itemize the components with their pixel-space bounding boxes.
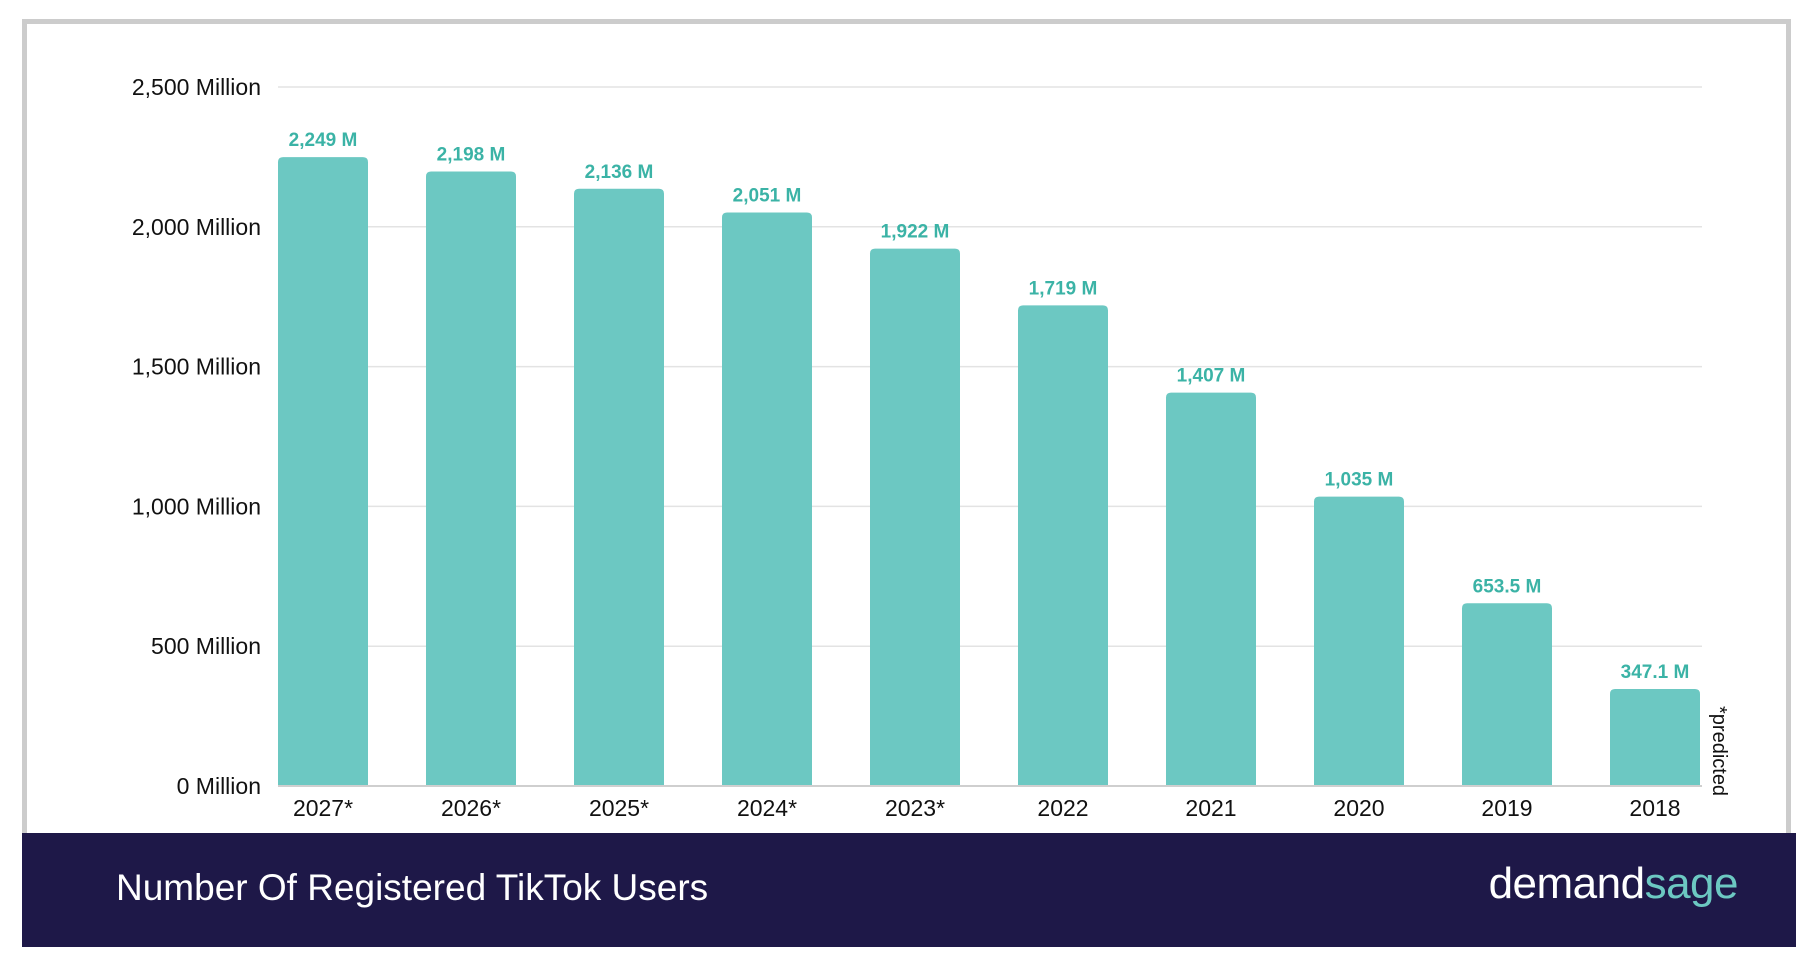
data-label: 2,136 M <box>585 162 654 183</box>
x-tick-label: 2021 <box>1185 795 1236 821</box>
chart-title: Number Of Registered TikTok Users <box>116 867 709 908</box>
predicted-note: *predicted <box>1708 706 1730 796</box>
bar <box>574 188 664 786</box>
x-tick-label: 2023* <box>885 795 945 821</box>
bar <box>426 171 516 786</box>
bar <box>1314 496 1404 786</box>
y-tick-label: 1,000 Million <box>132 493 261 519</box>
y-tick-label: 2,000 Million <box>132 214 261 240</box>
demandsage-logo: demandsage <box>1488 859 1739 908</box>
x-tick-label: 2026* <box>441 795 501 821</box>
data-label: 1,035 M <box>1325 470 1394 491</box>
x-tick-label: 2018 <box>1629 795 1680 821</box>
bar <box>1610 688 1700 786</box>
x-tick-label: 2027* <box>293 795 353 821</box>
data-label: 2,051 M <box>733 186 802 207</box>
bar <box>722 212 812 786</box>
data-label: 1,922 M <box>881 222 950 243</box>
x-tick-label: 2024* <box>737 795 797 821</box>
bar <box>1018 305 1108 786</box>
x-tick-label: 2020 <box>1333 795 1384 821</box>
bar <box>1462 603 1552 786</box>
data-label: 2,249 M <box>289 130 358 151</box>
bar <box>278 157 368 787</box>
y-tick-label: 2,500 Million <box>132 74 261 100</box>
x-tick-label: 2019 <box>1481 795 1532 821</box>
bar <box>1166 392 1256 786</box>
data-label: 1,719 M <box>1029 278 1098 299</box>
y-tick-label: 0 Million <box>177 773 261 799</box>
bar <box>870 248 960 787</box>
data-label: 347.1 M <box>1621 662 1690 683</box>
data-label: 1,407 M <box>1177 366 1246 387</box>
y-tick-label: 500 Million <box>151 633 261 659</box>
data-label: 2,198 M <box>437 144 506 165</box>
x-tick-label: 2025* <box>589 795 649 821</box>
y-tick-label: 1,500 Million <box>132 354 261 380</box>
footer-banner: Number Of Registered TikTok Users demand… <box>22 833 1796 947</box>
x-tick-label: 2022 <box>1037 795 1088 821</box>
data-label: 653.5 M <box>1473 576 1542 597</box>
